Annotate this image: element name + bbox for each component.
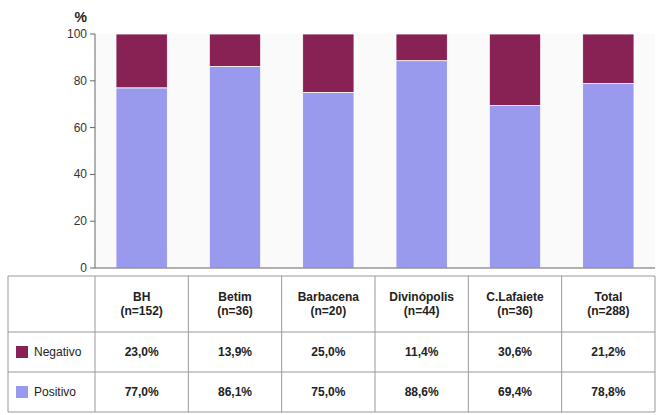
table-column-line <box>468 276 469 412</box>
y-tick <box>90 268 95 269</box>
category-label: Betim(n=36) <box>217 290 253 318</box>
legend-label: Negativo <box>34 345 82 359</box>
y-tick-label: 0 <box>80 261 87 275</box>
value-label: 11,4% <box>405 345 439 359</box>
category-label-line: (n=152) <box>120 304 162 318</box>
category-label: BH(n=152) <box>120 290 162 318</box>
y-axis-label: % <box>75 9 88 25</box>
category-label-line: Barbacena <box>298 290 360 304</box>
bar <box>396 61 447 268</box>
category-label-line: Betim <box>218 290 251 304</box>
y-tick <box>90 221 95 222</box>
table-column-line <box>95 276 96 412</box>
table-column-line <box>561 276 562 412</box>
value-label: 78,8% <box>591 385 625 399</box>
bar <box>116 88 167 268</box>
legend-swatch <box>16 346 28 358</box>
table-column-line <box>281 276 282 412</box>
table-column-line <box>188 276 189 412</box>
table-row-line <box>8 276 655 277</box>
value-label: 88,6% <box>405 385 439 399</box>
table-row-line <box>8 372 655 373</box>
y-axis-line <box>95 34 96 268</box>
bar <box>209 34 260 67</box>
bar <box>489 34 540 106</box>
y-tick-label: 100 <box>67 27 87 41</box>
bar <box>396 34 447 61</box>
value-label: 86,1% <box>218 385 252 399</box>
y-tick <box>90 34 95 35</box>
table-row-line <box>8 332 655 333</box>
value-label: 30,6% <box>498 345 532 359</box>
legend-label: Positivo <box>34 385 76 399</box>
value-label: 77,0% <box>125 385 159 399</box>
table-column-line <box>8 276 9 412</box>
table-column-line <box>655 276 656 412</box>
category-label: Total(n=288) <box>587 290 629 318</box>
category-label: Divinópolis(n=44) <box>389 290 454 318</box>
category-label-line: BH <box>133 290 150 304</box>
plot-background <box>95 34 655 268</box>
bar <box>583 84 634 268</box>
chart-root: 020406080100%BH(n=152)Betim(n=36)Barbace… <box>0 0 668 415</box>
value-label: 21,2% <box>591 345 625 359</box>
category-label-line: C.Lafaiete <box>486 290 544 304</box>
chart-svg: 020406080100%BH(n=152)Betim(n=36)Barbace… <box>0 0 668 415</box>
y-tick-label: 80 <box>74 74 88 88</box>
bar <box>303 93 354 269</box>
category-label: Barbacena(n=20) <box>298 290 360 318</box>
category-label-line: (n=288) <box>587 304 629 318</box>
value-label: 69,4% <box>498 385 532 399</box>
bar <box>583 34 634 84</box>
bar <box>303 34 354 93</box>
category-label: C.Lafaiete(n=36) <box>486 290 544 318</box>
value-label: 13,9% <box>218 345 252 359</box>
category-label-line: (n=20) <box>310 304 346 318</box>
y-tick <box>90 174 95 175</box>
bar <box>489 106 540 268</box>
table-column-line <box>375 276 376 412</box>
x-axis-line <box>95 268 655 269</box>
y-tick <box>90 127 95 128</box>
y-tick-label: 20 <box>74 214 88 228</box>
y-tick-label: 40 <box>74 167 88 181</box>
category-label-line: Total <box>594 290 622 304</box>
value-label: 75,0% <box>311 385 345 399</box>
value-label: 25,0% <box>311 345 345 359</box>
value-label: 23,0% <box>125 345 159 359</box>
table-row-line <box>8 412 655 413</box>
bars <box>116 34 634 268</box>
category-label-line: (n=36) <box>497 304 533 318</box>
data-table: BH(n=152)Betim(n=36)Barbacena(n=20)Divin… <box>8 276 655 412</box>
legend-swatch <box>16 386 28 398</box>
category-label-line: Divinópolis <box>389 290 454 304</box>
y-tick-label: 60 <box>74 121 88 135</box>
bar <box>209 67 260 268</box>
category-label-line: (n=36) <box>217 304 253 318</box>
y-tick <box>90 80 95 81</box>
category-label-line: (n=44) <box>404 304 440 318</box>
bar <box>116 34 167 88</box>
